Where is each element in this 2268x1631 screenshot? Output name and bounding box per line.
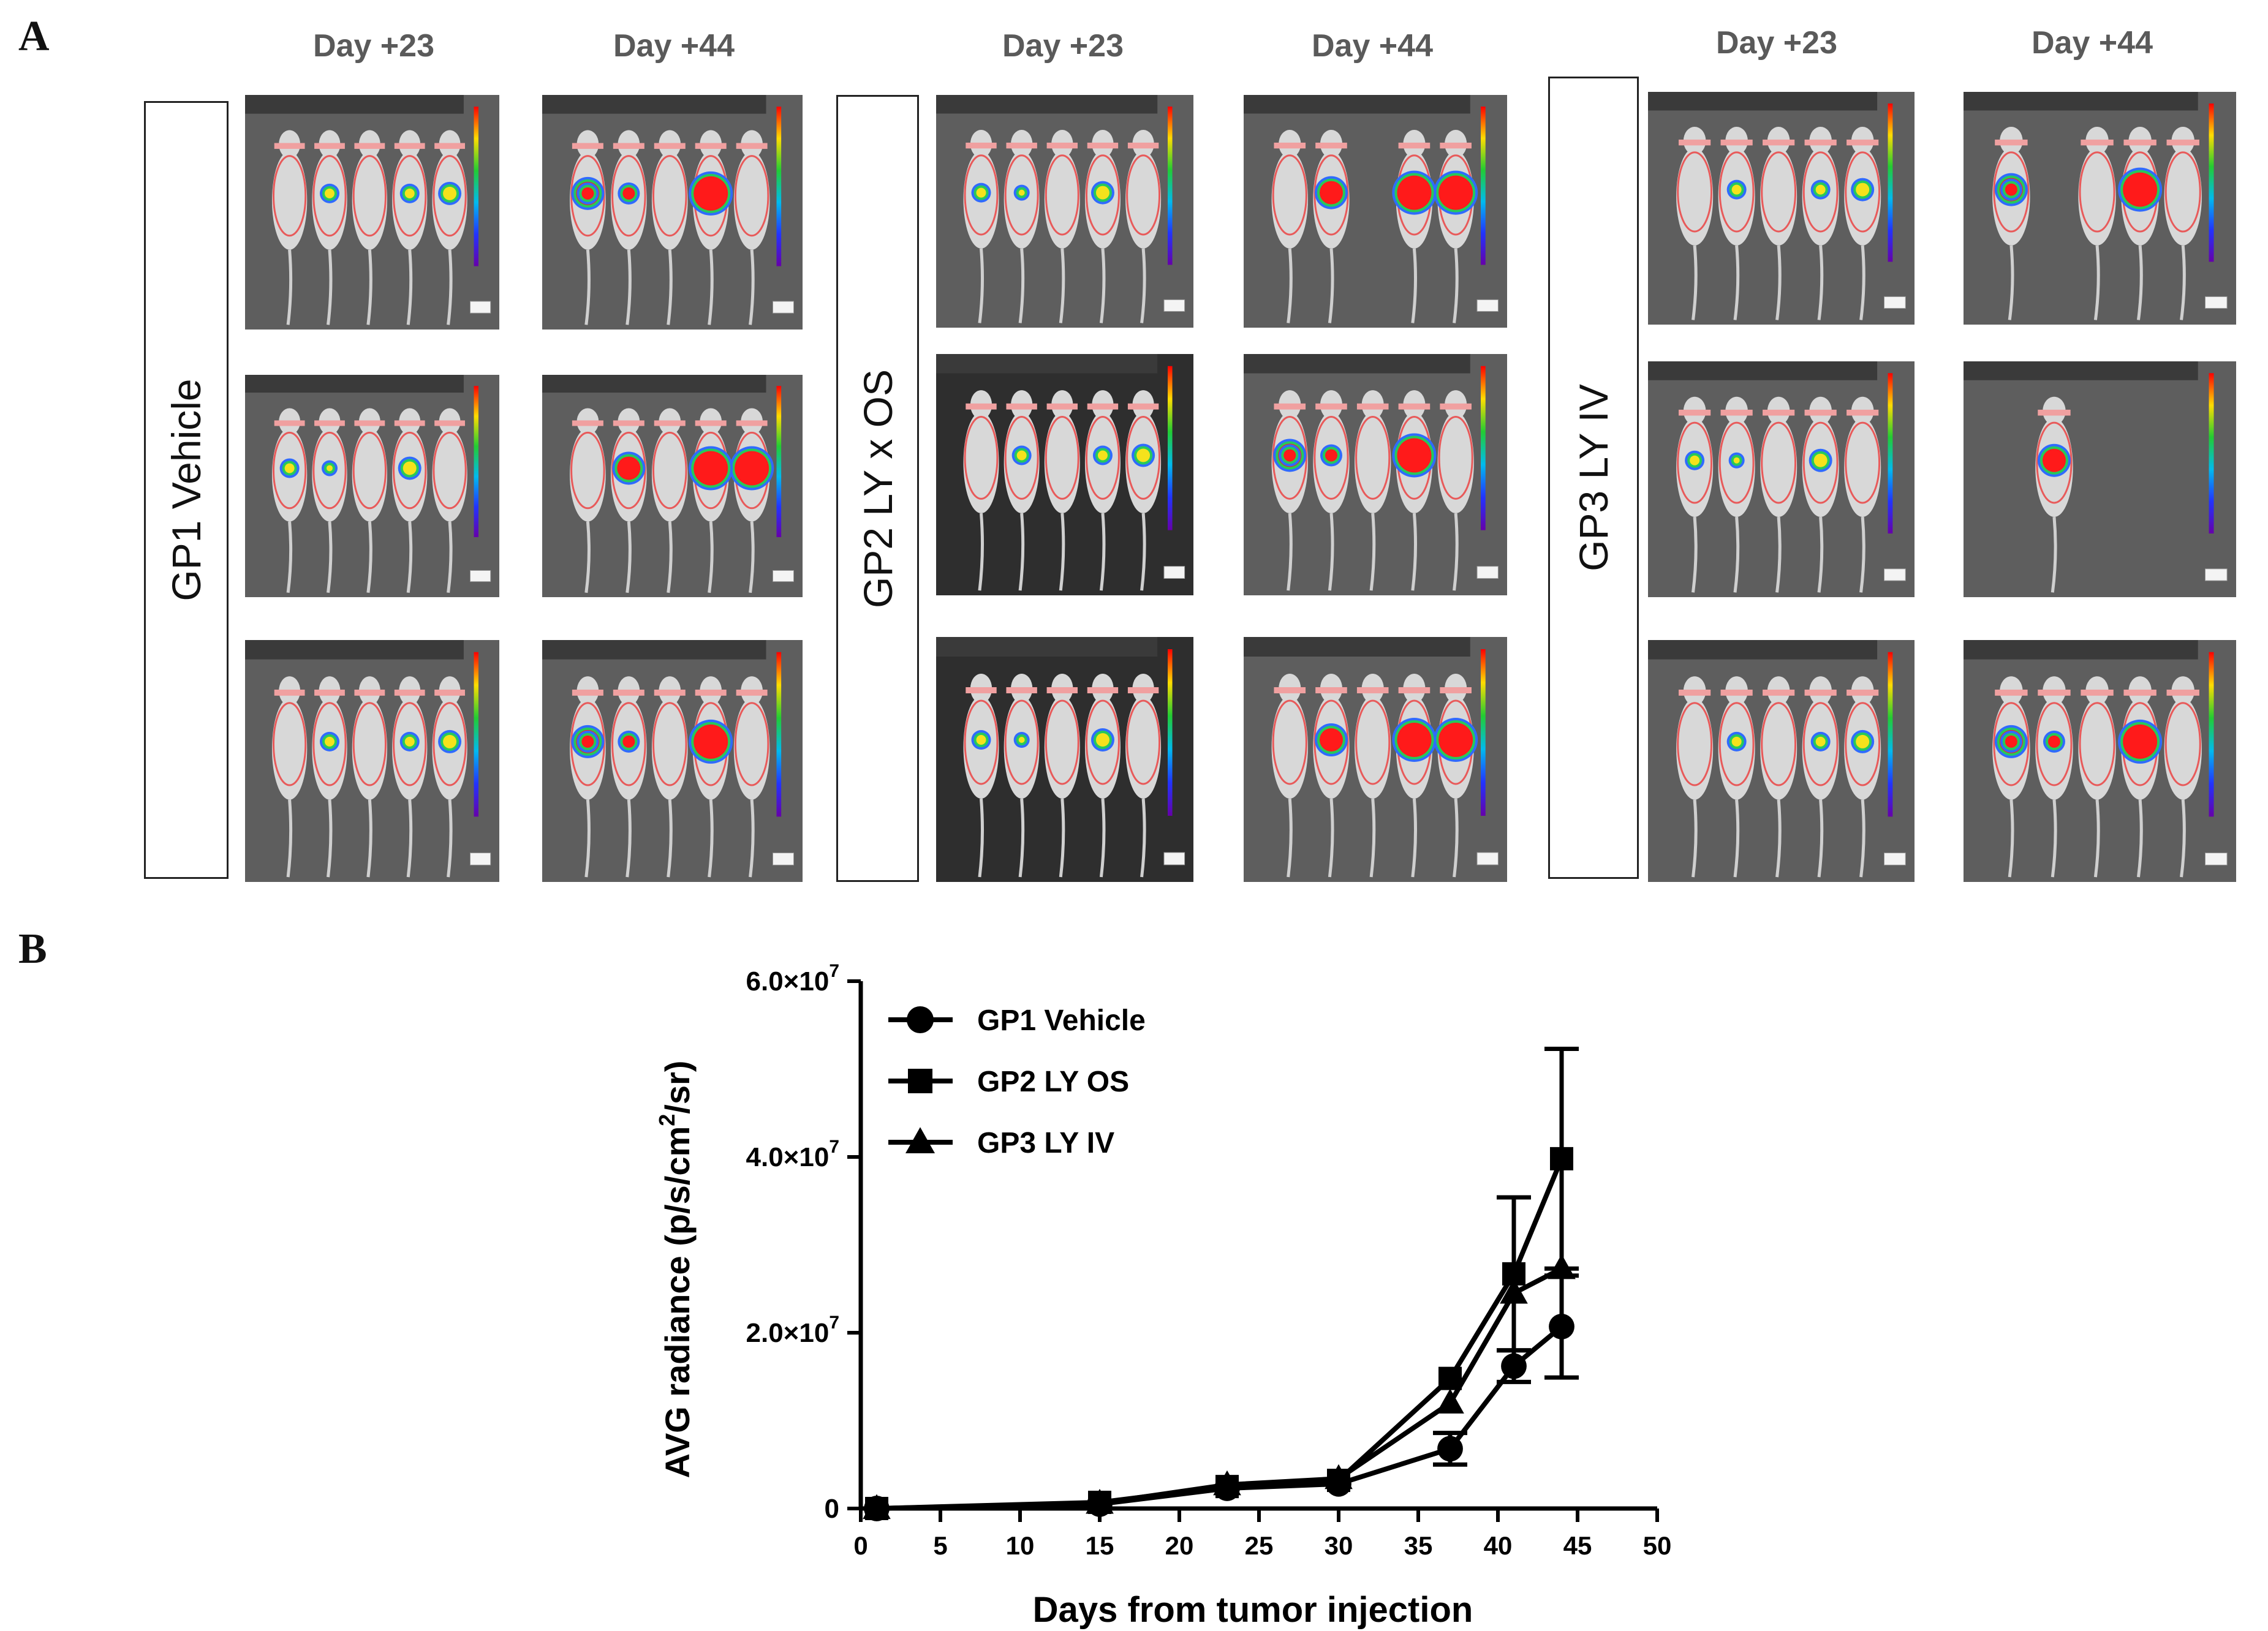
bli-image xyxy=(1648,361,1915,597)
legend-marker xyxy=(905,1127,935,1153)
day-label: Day +23 xyxy=(1715,25,1838,61)
day-label: Day +44 xyxy=(1311,28,1434,64)
bli-image xyxy=(1964,92,2236,325)
x-tick-label: 5 xyxy=(933,1531,947,1560)
data-point xyxy=(1501,1353,1527,1379)
x-tick-label: 0 xyxy=(853,1531,868,1560)
bli-image xyxy=(936,637,1193,882)
data-point xyxy=(1437,1436,1463,1462)
bli-image xyxy=(1244,354,1507,595)
data-point xyxy=(1213,1470,1241,1496)
bli-image xyxy=(245,375,499,597)
data-point xyxy=(1548,1254,1576,1279)
group-label-box: GP3 LY IV xyxy=(1548,77,1639,879)
y-tick-mantissa: 4.0×10 xyxy=(746,1142,830,1172)
x-tick-label: 50 xyxy=(1643,1531,1672,1560)
bli-image xyxy=(245,640,499,882)
bli-image xyxy=(936,354,1193,595)
y-axis-label-part: 2 xyxy=(654,1114,679,1126)
legend-label: GP3 LY IV xyxy=(977,1127,1114,1159)
y-tick-label: 2.0×107 xyxy=(746,1313,840,1348)
bli-image xyxy=(542,640,803,882)
legend-marker xyxy=(908,1069,932,1093)
day-label: Day +44 xyxy=(2031,25,2153,61)
bli-image xyxy=(1964,361,2236,597)
data-point xyxy=(1086,1488,1114,1514)
x-tick-label: 40 xyxy=(1484,1531,1513,1560)
x-tick-label: 15 xyxy=(1086,1531,1114,1560)
x-tick-label: 35 xyxy=(1404,1531,1433,1560)
data-point xyxy=(1549,1314,1574,1339)
data-point xyxy=(1550,1147,1573,1170)
y-axis-label-part: AVG radiance (p/s/cm xyxy=(658,1126,697,1478)
x-axis-label: Days from tumor injection xyxy=(1033,1590,1473,1630)
bli-image xyxy=(1244,637,1507,882)
x-tick-label: 10 xyxy=(1006,1531,1035,1560)
x-tick-label: 20 xyxy=(1165,1531,1194,1560)
x-tick-label: 30 xyxy=(1325,1531,1353,1560)
data-point xyxy=(1436,1388,1464,1414)
y-axis-label-part: /sr) xyxy=(658,1061,697,1114)
y-axis-label: AVG radiance (p/s/cm2/sr) xyxy=(654,1061,697,1478)
y-tick-mantissa: 6.0×10 xyxy=(746,966,830,996)
bli-image xyxy=(542,95,803,330)
day-label: Day +44 xyxy=(613,28,735,64)
bli-image xyxy=(542,375,803,597)
panel-b-letter: B xyxy=(18,925,47,973)
bli-image xyxy=(1648,92,1915,325)
x-tick-label: 25 xyxy=(1245,1531,1274,1560)
data-point xyxy=(1500,1278,1528,1304)
y-tick-exponent: 7 xyxy=(829,961,839,981)
bli-image xyxy=(1964,640,2236,882)
y-tick-label: 0 xyxy=(825,1494,839,1524)
group-label-box: GP2 LY x OS xyxy=(836,95,919,882)
x-tick-label: 45 xyxy=(1563,1531,1592,1560)
legend-label: GP2 LY OS xyxy=(977,1066,1129,1098)
group-label-box: GP1 Vehicle xyxy=(144,101,229,879)
data-point xyxy=(863,1494,891,1520)
bli-image xyxy=(1244,95,1507,328)
y-tick-label: 4.0×107 xyxy=(746,1137,840,1172)
bli-image xyxy=(1648,640,1915,882)
y-tick-label: 6.0×107 xyxy=(746,961,840,996)
y-tick-mantissa: 0 xyxy=(825,1494,839,1524)
y-tick-exponent: 7 xyxy=(829,1137,839,1157)
day-label: Day +23 xyxy=(312,28,435,64)
y-tick-exponent: 7 xyxy=(829,1313,839,1333)
day-label: Day +23 xyxy=(1002,28,1124,64)
legend-label: GP1 Vehicle xyxy=(977,1004,1146,1037)
y-tick-mantissa: 2.0×10 xyxy=(746,1318,830,1348)
series-line xyxy=(876,1266,1563,1511)
bli-image xyxy=(245,95,499,330)
panel-a-letter: A xyxy=(18,13,50,60)
data-point xyxy=(1325,1464,1353,1490)
legend-marker xyxy=(907,1006,934,1033)
bli-image xyxy=(936,95,1193,328)
